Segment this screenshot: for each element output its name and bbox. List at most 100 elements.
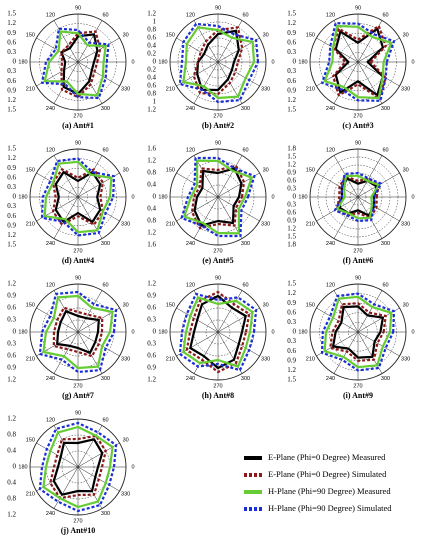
angle-label: 270 <box>353 383 362 389</box>
r-tick-label: 1.2 <box>287 289 296 297</box>
pattern-line <box>196 29 240 92</box>
angle-label: 270 <box>213 383 222 389</box>
r-tick-label: 1.2 <box>287 96 296 104</box>
r-tick-label: 1.2 <box>7 511 16 519</box>
pattern-line <box>185 290 251 374</box>
spoke <box>77 196 103 239</box>
angle-label: 150 <box>26 302 35 308</box>
polar-chart: 0 0.4 0.4 0.8 0.8 1.2 1.2 0 30 60 90 120 150 180 210 24… <box>7 410 134 534</box>
r-tick-label: 0.4 <box>7 447 16 455</box>
pattern-line <box>323 295 393 369</box>
legend-label: H-Plane (Phi=90 Degree) Measured <box>268 486 391 496</box>
angle-label: 120 <box>326 148 335 154</box>
r-tick-label: 1.2 <box>287 225 296 233</box>
r-tick-label: 1.2 <box>7 96 16 104</box>
angle-label: 300 <box>241 241 250 247</box>
r-tick-label: 0.2 <box>147 66 156 74</box>
r-tick-label: 1.2 <box>7 376 16 384</box>
angle-label: 30 <box>263 302 269 308</box>
legend-box <box>238 447 420 523</box>
spoke <box>193 196 219 239</box>
angle-label: 30 <box>403 167 409 173</box>
angle-label: 270 <box>213 248 222 254</box>
spoke <box>357 290 383 333</box>
r-tick-label: 1.8 <box>287 145 296 153</box>
angle-label: 60 <box>102 283 108 289</box>
spoke <box>217 155 243 198</box>
angle-label: 300 <box>101 241 110 247</box>
angle-label: 30 <box>403 302 409 308</box>
r-tick-label: 0.3 <box>7 48 16 56</box>
angle-label: 60 <box>382 283 388 289</box>
r-tick-label: 0.3 <box>7 340 16 348</box>
angle-label: 120 <box>46 418 55 424</box>
r-tick-label: 1.6 <box>147 241 156 249</box>
r-tick-label: 1.2 <box>287 161 296 169</box>
r-tick-label: 0.4 <box>147 42 156 50</box>
pattern-line <box>38 290 118 374</box>
angle-label: 0 <box>411 59 414 65</box>
polar-chart: 00.30.30.60.60.90.91.21.21.51.5030609012… <box>287 275 414 399</box>
spoke <box>357 331 400 357</box>
angle-label: 90 <box>355 140 361 146</box>
r-tick-label: 1.5 <box>7 145 16 153</box>
angle-label: 90 <box>355 275 361 281</box>
angle-label: 180 <box>18 464 27 470</box>
chart-caption: (c) Ant#3 <box>342 121 373 130</box>
polar-chart: 00.30.30.60.60.90.91.21.21.51.5030609012… <box>7 5 134 129</box>
r-tick-label: 0.9 <box>147 292 156 300</box>
r-tick-label: 0.9 <box>147 364 156 372</box>
spoke <box>316 331 359 357</box>
angle-label: 330 <box>261 356 270 362</box>
pattern-line <box>43 30 107 97</box>
r-tick-label: 0 <box>153 193 157 201</box>
r-tick-label: 0.6 <box>287 308 296 316</box>
r-tick-label: 0.4 <box>147 74 156 82</box>
pattern-line <box>336 175 380 219</box>
angle-label: 90 <box>75 410 81 416</box>
angle-label: 90 <box>215 5 221 11</box>
angle-label: 120 <box>46 283 55 289</box>
polar-chart: 0 0.3 0.3 0.6 0.6 0.9 0.9 1.2 1.2 0 30 60 90 120 150 18… <box>7 275 134 399</box>
angle-label: 0 <box>411 194 414 200</box>
r-tick-label: 0.6 <box>287 77 296 85</box>
pattern-line <box>52 168 104 226</box>
r-tick-label: 1.2 <box>7 415 16 423</box>
angle-label: 150 <box>26 437 35 443</box>
pattern-line <box>40 27 110 100</box>
spoke <box>77 61 120 87</box>
r-tick-label: 0.8 <box>147 217 156 225</box>
r-tick-label: 0.6 <box>147 304 156 312</box>
r-tick-label: 1.5 <box>287 106 296 114</box>
spoke <box>357 155 383 198</box>
spoke <box>53 466 79 509</box>
r-tick-label: 1.8 <box>287 241 296 249</box>
chart-caption: (j) Ant#10 <box>61 526 95 535</box>
r-tick-label: 0.9 <box>287 299 296 307</box>
angle-label: 60 <box>102 418 108 424</box>
pattern-line <box>42 294 114 370</box>
angle-label: 240 <box>46 376 55 382</box>
r-tick-label: 1.2 <box>7 154 16 162</box>
r-tick-label: 0.3 <box>287 185 296 193</box>
r-tick-label: 0.9 <box>287 356 296 364</box>
polar-chart: 00.30.30.60.60.90.91.21.21.51.51.81.8030… <box>287 140 414 264</box>
angle-label: 270 <box>353 248 362 254</box>
chart-caption: (d) Ant#4 <box>62 256 94 265</box>
r-tick-label: 0.6 <box>7 173 16 181</box>
r-tick-label: 0.3 <box>147 316 156 324</box>
angle-label: 300 <box>101 511 110 517</box>
chart-caption: (a) Ant#1 <box>62 121 94 130</box>
spoke <box>36 172 79 198</box>
spoke <box>77 20 103 63</box>
angle-label: 270 <box>73 248 82 254</box>
angle-label: 30 <box>123 32 129 38</box>
r-tick-label: 0.3 <box>147 340 156 348</box>
r-tick-label: 1.5 <box>287 153 296 161</box>
r-tick-label: 0.8 <box>147 26 156 34</box>
angle-label: 300 <box>241 106 250 112</box>
r-tick-label: 1 <box>153 18 157 26</box>
angle-label: 210 <box>166 221 175 227</box>
angle-label: 150 <box>166 167 175 173</box>
angle-label: 60 <box>102 13 108 19</box>
